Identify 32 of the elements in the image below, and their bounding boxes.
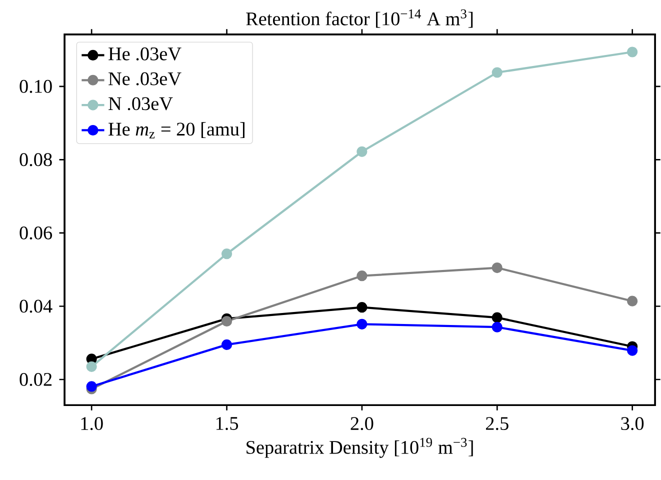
point (492, 262, 502, 274)
legend-label: N .03eV (108, 97, 173, 110)
point (86, 362, 97, 372)
x-axis-title: Separatrix Density [10$^{19}$ m$^{−3}$] (246, 438, 473, 458)
point (86, 381, 97, 392)
y-tick-label: 0.06 (20, 226, 52, 240)
y-tick-label: 0.04 (20, 300, 52, 313)
point (492, 322, 502, 333)
point (356, 270, 368, 282)
x-tick-label: 2.0 (350, 417, 374, 430)
y-tick-label: 0.02 (20, 373, 52, 386)
point (492, 312, 502, 324)
point (627, 296, 638, 307)
point (221, 316, 232, 327)
legend-label: He m$_{z}$ = 20 [amu] (108, 122, 244, 139)
point (492, 67, 502, 78)
x-tick-label: 3.0 (621, 417, 644, 430)
legend-label: He .03eV (108, 48, 182, 61)
point (221, 248, 232, 260)
chart-title: Retention factor [10$^{−14}$ A m$^{3}$] (246, 10, 473, 28)
x-tick-label: 1.0 (81, 417, 103, 430)
y-tick-label: 0.10 (20, 80, 52, 94)
y-tick-label: 0.08 (20, 153, 52, 166)
point (627, 345, 638, 356)
point (356, 146, 368, 158)
point (356, 319, 368, 330)
x-tick-label: 1.5 (216, 417, 238, 430)
point (627, 46, 638, 58)
legend-label: Ne .03eV (108, 72, 182, 86)
x-tick-label: 2.5 (486, 417, 508, 430)
point (221, 340, 232, 350)
point (356, 302, 368, 313)
